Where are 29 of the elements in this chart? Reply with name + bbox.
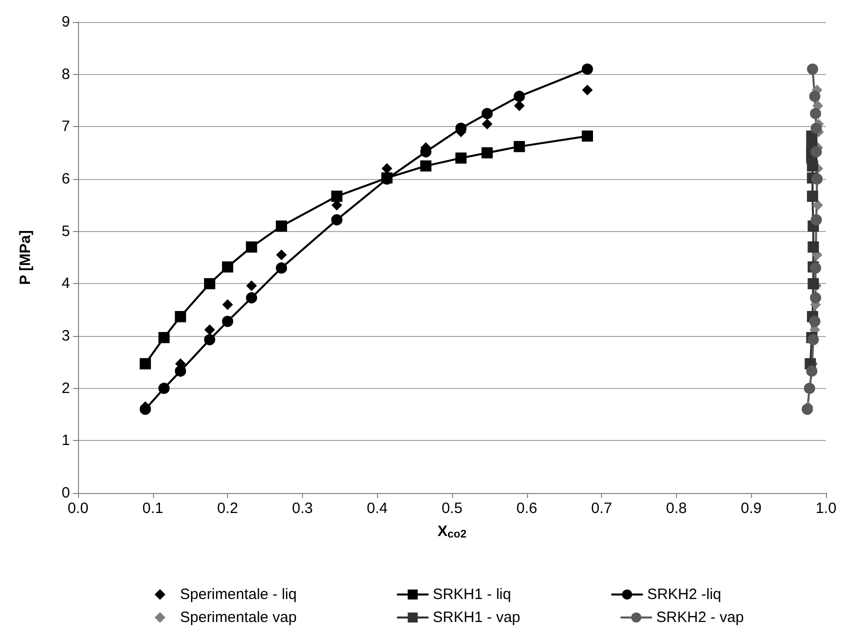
y-tick-label: 6 xyxy=(62,170,70,188)
legend-label: SRKH2 -liq xyxy=(647,586,722,603)
y-tick-label: 0 xyxy=(62,484,70,502)
x-tick-label: 0.3 xyxy=(292,500,313,517)
x-tick-label: 1.0 xyxy=(816,500,836,517)
y-axis-title: P [MPa] xyxy=(17,230,34,285)
y-tick-label: 1 xyxy=(62,432,70,450)
x-tick-label: 0.5 xyxy=(442,500,462,517)
legend-label: Sperimentale vap xyxy=(180,609,297,626)
x-tick-label: 0.4 xyxy=(366,500,388,517)
legend-label: SRKH1 - liq xyxy=(432,586,512,603)
x-tick-label: 0.9 xyxy=(740,500,762,517)
x-tick-label: 0.2 xyxy=(217,500,238,517)
x-tick-label: 0.8 xyxy=(666,500,687,517)
y-tick-label: 7 xyxy=(62,118,70,136)
x-tick-label: 0.0 xyxy=(68,500,88,517)
y-tick-label: 2 xyxy=(62,380,70,397)
y-tick-label: 5 xyxy=(62,222,70,240)
x-tick-label: 0.7 xyxy=(591,500,612,517)
legend-label: SRKH2 - vap xyxy=(656,609,744,626)
y-tick-label: 4 xyxy=(62,275,70,292)
y-tick-label: 9 xyxy=(62,14,70,30)
x-tick-label: 0.1 xyxy=(142,500,164,517)
y-tick-label: 3 xyxy=(62,328,70,344)
legend-label: Sperimentale - liq xyxy=(180,586,297,603)
x-axis-title: Xco2 xyxy=(438,523,466,540)
legend-label: SRKH1 - vap xyxy=(432,609,520,626)
x-tick-label: 0.6 xyxy=(516,500,538,517)
y-tick-label: 8 xyxy=(62,66,70,83)
